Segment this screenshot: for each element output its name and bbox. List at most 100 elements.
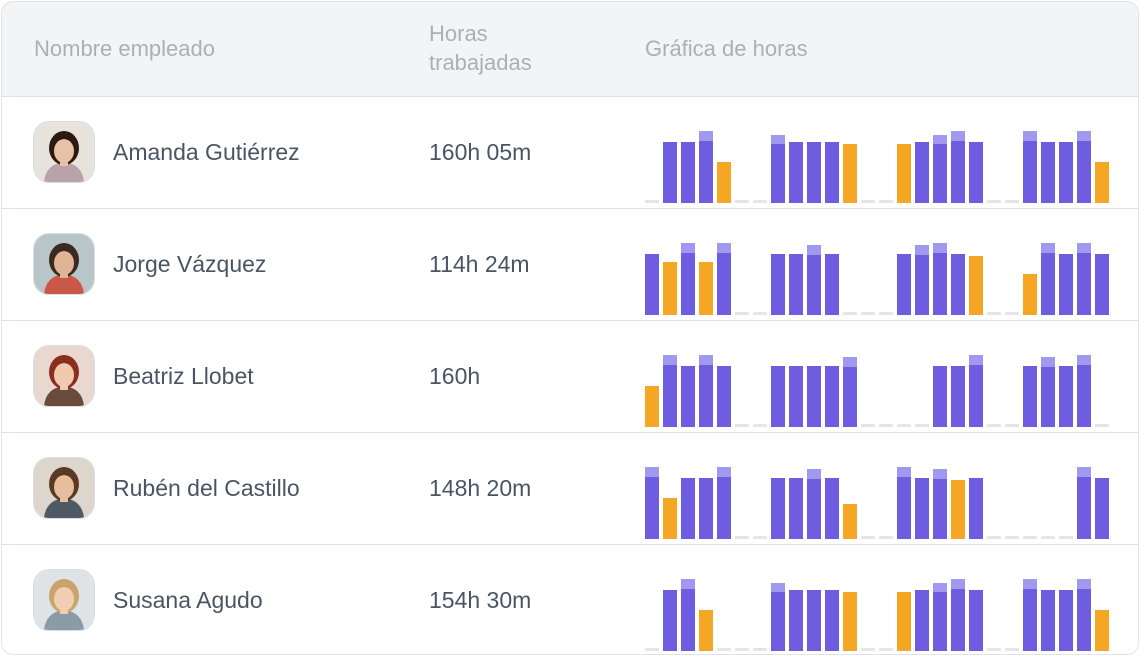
day-bar[interactable] [789, 590, 803, 651]
day-bar[interactable] [1095, 478, 1109, 539]
day-bar[interactable] [663, 355, 677, 427]
day-bar-overtime[interactable] [897, 144, 911, 203]
day-bar[interactable] [1077, 243, 1091, 315]
day-bar[interactable] [807, 142, 821, 203]
employee-name[interactable]: Rubén del Castillo [113, 475, 300, 501]
day-bar[interactable] [933, 135, 947, 203]
day-bar[interactable] [807, 245, 821, 315]
day-bar[interactable] [681, 478, 695, 539]
day-bar-overtime[interactable] [699, 262, 713, 315]
day-bar[interactable] [1041, 243, 1055, 315]
day-bar[interactable] [807, 590, 821, 651]
day-bar[interactable] [771, 366, 785, 427]
employee-name[interactable]: Amanda Gutiérrez [113, 139, 300, 165]
day-bar-overtime[interactable] [1095, 162, 1109, 203]
day-bar[interactable] [717, 243, 731, 315]
day-bar[interactable] [1059, 142, 1073, 203]
day-bar[interactable] [1077, 355, 1091, 427]
day-bar[interactable] [933, 243, 947, 315]
day-bar[interactable] [951, 579, 965, 651]
day-bar[interactable] [663, 590, 677, 651]
day-bar[interactable] [645, 254, 659, 315]
employee-name[interactable]: Jorge Vázquez [113, 251, 267, 277]
day-bar[interactable] [1077, 467, 1091, 539]
column-header-name[interactable]: Nombre empleado [34, 36, 215, 61]
day-bar[interactable] [915, 590, 929, 651]
day-bar[interactable] [915, 478, 929, 539]
day-bar[interactable] [1023, 579, 1037, 651]
table-row[interactable]: Rubén del Castillo 148h 20m [2, 433, 1138, 545]
day-bar[interactable] [933, 469, 947, 539]
day-bar[interactable] [1041, 590, 1055, 651]
day-bar[interactable] [825, 142, 839, 203]
day-bar[interactable] [789, 142, 803, 203]
table-row[interactable]: Susana Agudo 154h 30m [2, 545, 1138, 654]
day-bar[interactable] [897, 467, 911, 539]
day-bar[interactable] [1023, 366, 1037, 427]
day-bar[interactable] [789, 478, 803, 539]
day-bar[interactable] [969, 142, 983, 203]
day-bar-overtime[interactable] [663, 498, 677, 539]
day-bar[interactable] [681, 142, 695, 203]
day-bar[interactable] [1077, 579, 1091, 651]
day-bar[interactable] [951, 131, 965, 203]
day-bar-overtime[interactable] [897, 592, 911, 651]
day-bar[interactable] [717, 366, 731, 427]
day-bar[interactable] [969, 478, 983, 539]
day-bar[interactable] [699, 131, 713, 203]
day-bar-overtime[interactable] [843, 592, 857, 651]
day-bar[interactable] [1077, 131, 1091, 203]
day-bar[interactable] [825, 254, 839, 315]
day-bar-overtime[interactable] [1095, 610, 1109, 651]
day-bar[interactable] [897, 254, 911, 315]
day-bar-overtime[interactable] [699, 610, 713, 651]
column-header-hours[interactable]: Horas trabajadas [429, 21, 532, 75]
day-bar[interactable] [717, 467, 731, 539]
day-bar[interactable] [789, 254, 803, 315]
day-bar[interactable] [663, 142, 677, 203]
day-bar[interactable] [915, 142, 929, 203]
employee-name[interactable]: Beatriz Llobet [113, 363, 254, 389]
day-bar-overtime[interactable] [843, 144, 857, 203]
day-bar-overtime[interactable] [663, 262, 677, 315]
day-bar-overtime[interactable] [717, 162, 731, 203]
day-bar-overtime[interactable] [951, 480, 965, 539]
day-bar[interactable] [699, 355, 713, 427]
table-row[interactable]: Jorge Vázquez 114h 24m [2, 209, 1138, 321]
day-bar[interactable] [951, 254, 965, 315]
day-bar[interactable] [933, 583, 947, 651]
day-bar[interactable] [807, 366, 821, 427]
day-bar[interactable] [1041, 142, 1055, 203]
column-header-chart[interactable]: Gráfica de horas [645, 36, 808, 61]
day-bar[interactable] [1041, 357, 1055, 427]
day-bar[interactable] [915, 245, 929, 315]
day-bar[interactable] [843, 357, 857, 427]
day-bar-overtime[interactable] [645, 386, 659, 427]
day-bar[interactable] [1059, 366, 1073, 427]
day-bar[interactable] [951, 366, 965, 427]
day-bar[interactable] [681, 366, 695, 427]
day-bar[interactable] [825, 590, 839, 651]
day-bar[interactable] [1059, 590, 1073, 651]
day-bar[interactable] [771, 135, 785, 203]
day-bar[interactable] [969, 355, 983, 427]
day-bar[interactable] [807, 469, 821, 539]
day-bar-overtime[interactable] [843, 504, 857, 539]
day-bar[interactable] [699, 478, 713, 539]
day-bar[interactable] [771, 254, 785, 315]
day-bar[interactable] [771, 478, 785, 539]
table-row[interactable]: Beatriz Llobet 160h [2, 321, 1138, 433]
day-bar[interactable] [1095, 254, 1109, 315]
day-bar[interactable] [933, 366, 947, 427]
day-bar[interactable] [789, 366, 803, 427]
day-bar[interactable] [969, 590, 983, 651]
day-bar[interactable] [681, 579, 695, 651]
table-row[interactable]: Amanda Gutiérrez 160h 05m [2, 97, 1138, 209]
day-bar[interactable] [825, 478, 839, 539]
day-bar[interactable] [1059, 254, 1073, 315]
day-bar-overtime[interactable] [1023, 274, 1037, 315]
day-bar-overtime[interactable] [969, 256, 983, 315]
day-bar[interactable] [681, 243, 695, 315]
day-bar[interactable] [1023, 131, 1037, 203]
day-bar[interactable] [645, 467, 659, 539]
